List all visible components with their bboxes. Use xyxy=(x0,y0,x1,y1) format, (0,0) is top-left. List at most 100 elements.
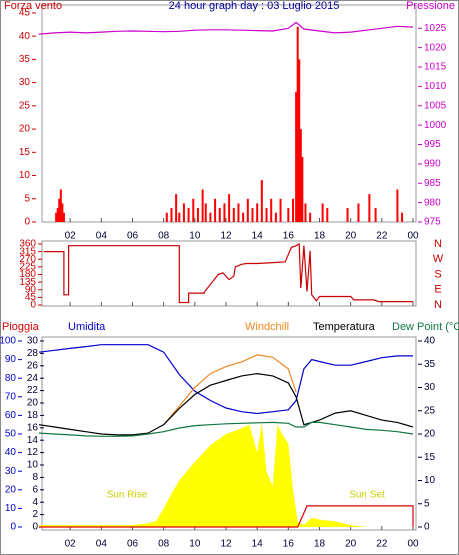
x-tick-label: 20 xyxy=(345,539,357,550)
y-tick-label: 25 xyxy=(424,405,436,416)
bar xyxy=(270,198,273,222)
bar xyxy=(246,198,249,222)
x-tick-label: 14 xyxy=(252,539,264,550)
y-tick-label: 80 xyxy=(5,373,17,384)
bar xyxy=(196,208,199,222)
y-tick-label: 0 xyxy=(10,522,16,533)
bar xyxy=(295,91,298,222)
bar xyxy=(260,180,263,222)
x-tick-label: 20 xyxy=(345,231,357,242)
bar xyxy=(62,212,65,222)
bar xyxy=(265,208,268,222)
bar xyxy=(292,198,295,222)
y-tick-label: 30 xyxy=(424,382,436,393)
compass-label: S xyxy=(434,268,441,280)
line xyxy=(163,354,297,426)
y-tick-label: 35 xyxy=(19,54,31,65)
y-tick-label: 28 xyxy=(27,348,39,359)
compass-label: W xyxy=(433,253,444,265)
bar xyxy=(182,203,185,222)
y-tick-label: 40 xyxy=(5,447,17,458)
y-tick-label: 12 xyxy=(27,447,39,458)
x-tick-label: 06 xyxy=(127,539,139,550)
y-tick-label: 315 xyxy=(19,246,36,257)
y-tick-label: 45 xyxy=(19,8,31,19)
legend-entry: Umidita xyxy=(68,321,106,333)
y-tick-label: 90 xyxy=(5,354,17,365)
x-tick-label: 22 xyxy=(376,539,388,550)
legend-entry: Pioggia xyxy=(2,321,40,333)
x-tick-label: 02 xyxy=(65,539,77,550)
x-tick-label: 18 xyxy=(314,539,326,550)
y-tick-label: 2 xyxy=(32,509,38,520)
bar xyxy=(401,212,404,222)
annotation: Sun Rise xyxy=(107,490,148,501)
bar xyxy=(59,189,62,222)
plot-area xyxy=(41,240,417,307)
bar xyxy=(223,203,226,222)
x-tick-label: 16 xyxy=(283,231,295,242)
x-tick-label: 04 xyxy=(96,231,108,242)
bar xyxy=(304,203,307,222)
y-tick-label: 985 xyxy=(424,178,441,189)
y-tick-label: 20 xyxy=(424,429,436,440)
y-tick-label: 135 xyxy=(19,277,36,288)
bar xyxy=(58,198,61,222)
y-tick-label: 1005 xyxy=(424,100,447,111)
y-tick-label: 70 xyxy=(5,391,17,402)
y-tick-label: 990 xyxy=(424,159,441,170)
y-tick-label: 995 xyxy=(424,139,441,150)
x-tick-label: 00 xyxy=(407,231,419,242)
y-tick-label: 0 xyxy=(24,217,30,228)
compass-label: E xyxy=(434,284,441,296)
bar xyxy=(170,208,173,222)
bar xyxy=(299,129,302,222)
bar xyxy=(201,189,204,222)
annotation: Sun Set xyxy=(349,490,385,501)
y-tick-label: 15 xyxy=(19,147,31,158)
y-tick-label: 24 xyxy=(27,373,39,384)
bar xyxy=(237,203,240,222)
y-tick-label: 10 xyxy=(19,170,31,181)
y-tick-label: 16 xyxy=(27,422,39,433)
x-tick-label: 22 xyxy=(376,231,388,242)
x-tick-label: 00 xyxy=(407,539,419,550)
bar xyxy=(242,212,245,222)
line xyxy=(38,344,413,415)
y-tick-label: 26 xyxy=(27,360,39,371)
y-tick-label: 90 xyxy=(25,284,37,295)
bar xyxy=(204,203,207,222)
bar xyxy=(209,212,212,222)
y-tick-label: 30 xyxy=(5,466,17,477)
bar xyxy=(326,208,329,222)
right-label: Pressione xyxy=(406,0,455,12)
y-tick-label: 180 xyxy=(19,269,36,280)
y-tick-label: 1025 xyxy=(424,23,447,34)
chart-title: 24 hour graph day : 03 Luglio 2015 xyxy=(169,0,340,12)
bar xyxy=(175,194,178,222)
y-tick-label: 975 xyxy=(424,217,441,228)
y-tick-label: 100 xyxy=(0,336,16,347)
bar xyxy=(232,208,235,222)
bar xyxy=(187,208,190,222)
y-tick-label: 0 xyxy=(32,522,38,533)
bar xyxy=(357,203,360,222)
line xyxy=(39,505,414,528)
bar xyxy=(228,194,231,222)
compass-label: N xyxy=(434,238,442,250)
bar xyxy=(298,59,301,222)
y-tick-label: 40 xyxy=(19,31,31,42)
bar xyxy=(287,208,290,222)
y-tick-label: 6 xyxy=(32,484,38,495)
plot-area xyxy=(41,4,417,223)
x-tick-label: 08 xyxy=(158,231,170,242)
y-tick-label: 980 xyxy=(424,197,441,208)
bar xyxy=(368,194,371,222)
y-tick-label: 30 xyxy=(27,336,39,347)
line xyxy=(38,21,414,35)
y-tick-label: 10 xyxy=(424,475,436,486)
x-tick-label: 06 xyxy=(127,231,139,242)
y-tick-label: 15 xyxy=(424,452,436,463)
bar xyxy=(214,198,217,222)
